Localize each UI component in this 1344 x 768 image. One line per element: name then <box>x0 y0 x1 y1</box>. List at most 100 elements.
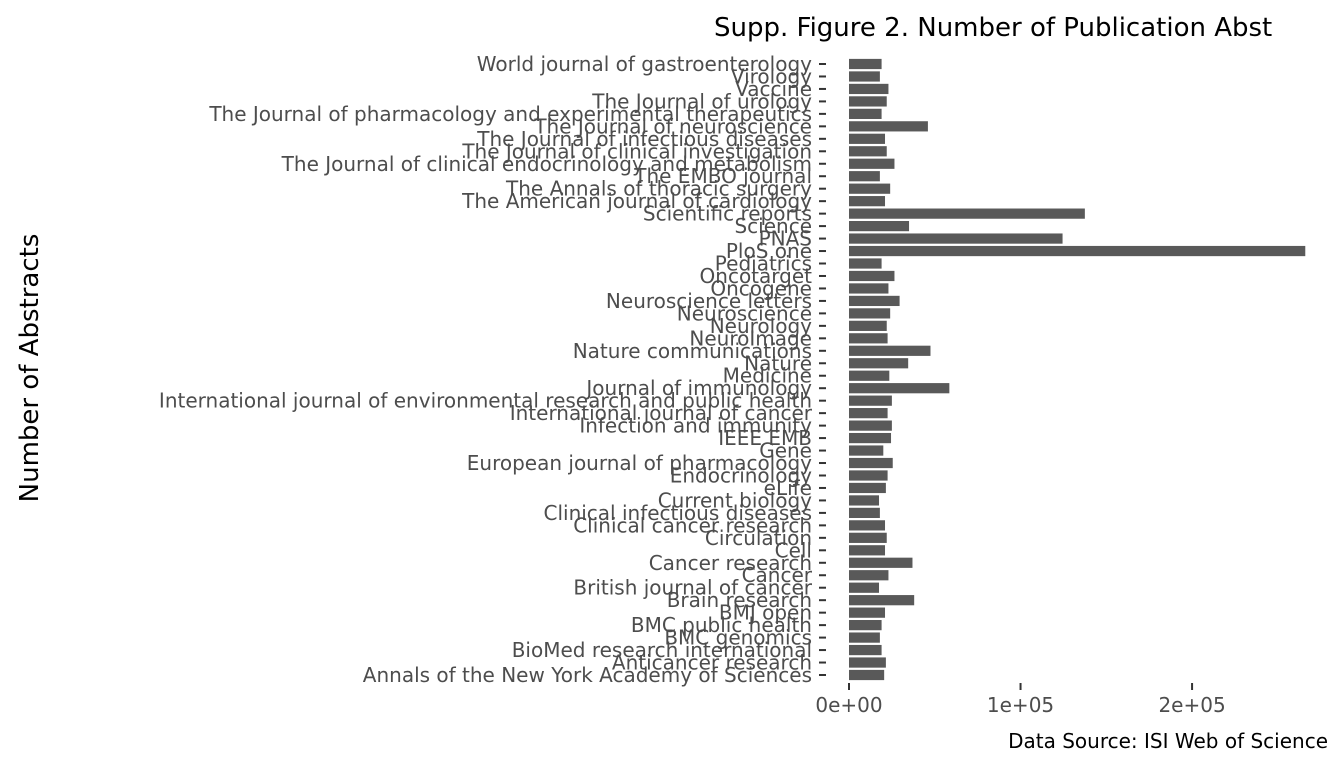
bar <box>849 432 892 444</box>
category-labels: World journal of gastroenterologyVirolog… <box>159 52 813 687</box>
category-label: Scientific reports <box>643 202 812 226</box>
bar <box>849 420 892 431</box>
bar <box>849 196 886 207</box>
bars <box>849 58 1306 681</box>
category-label: BMJ open <box>719 601 812 625</box>
category-label: Endocrinology <box>670 463 812 487</box>
category-label: European journal of pharmacology <box>467 451 812 475</box>
bar <box>849 532 887 543</box>
x-tick-label: 2e+05 <box>1158 693 1225 717</box>
bar <box>849 358 909 369</box>
category-label: The Journal of clinical investigation <box>461 139 812 163</box>
category-label: eLife <box>764 476 812 500</box>
category-label: Neuroscience <box>677 301 812 325</box>
x-tick-label: 0e+00 <box>815 693 882 717</box>
bar <box>849 108 882 119</box>
bar <box>849 71 880 82</box>
bar <box>849 620 882 631</box>
bar <box>849 121 928 132</box>
bar <box>849 495 880 506</box>
category-label: Clinical infectious diseases <box>543 501 812 525</box>
bar <box>849 408 888 419</box>
bar <box>849 395 892 406</box>
category-label: Nature <box>744 351 812 375</box>
bar <box>849 208 1085 219</box>
bar <box>849 171 880 182</box>
category-label: Oncogene <box>710 276 812 300</box>
category-label: Gene <box>759 439 812 463</box>
category-label: Nature communications <box>573 339 812 363</box>
bar <box>849 470 888 481</box>
bar <box>849 233 1063 244</box>
bar <box>849 607 886 618</box>
bar <box>849 595 915 606</box>
bar <box>849 632 880 643</box>
category-label: Medicine <box>723 364 812 388</box>
bar <box>849 482 886 494</box>
category-label: Infection and immunity <box>579 414 812 438</box>
bar <box>849 220 910 232</box>
bar <box>849 270 895 282</box>
category-label: British journal of cancer <box>573 576 812 600</box>
category-label: Journal of immunology <box>584 376 812 400</box>
category-label: Annals of the New York Academy of Scienc… <box>363 663 812 687</box>
category-label: Neuroscience letters <box>606 289 812 313</box>
bar <box>849 320 887 331</box>
bar <box>849 557 913 568</box>
bar <box>849 83 889 95</box>
category-label: The EMBO journal <box>633 164 812 188</box>
x-tick-label: 1e+05 <box>987 693 1054 717</box>
category-label: BMC genomics <box>664 626 812 650</box>
bar <box>849 308 891 319</box>
bar <box>849 146 887 157</box>
category-label: The Journal of clinical endocrinology an… <box>281 152 812 176</box>
category-label: IEEE EMB <box>718 426 812 450</box>
bar <box>849 370 890 381</box>
category-label: NeuroImage <box>689 326 812 350</box>
category-label: Oncotarget <box>700 264 813 288</box>
bar <box>849 457 893 469</box>
bar <box>849 58 882 70</box>
category-label: Neurology <box>710 314 812 338</box>
category-label: Vaccine <box>735 77 812 101</box>
category-label: The Journal of urology <box>591 89 812 113</box>
bar <box>849 507 880 519</box>
category-label: Current biology <box>658 488 812 512</box>
bar <box>849 520 886 531</box>
category-label: Cancer <box>742 563 813 587</box>
bar <box>849 295 900 307</box>
bar <box>849 333 888 344</box>
bar <box>849 245 1306 257</box>
bar <box>849 669 885 681</box>
category-label: PNAS <box>759 227 812 251</box>
bar <box>849 570 889 581</box>
category-label: The Journal of infectious diseases <box>476 127 812 151</box>
category-label: Cancer research <box>649 551 812 575</box>
bar <box>849 582 880 593</box>
category-label: International journal of cancer <box>510 401 813 425</box>
category-label: Clinical cancer research <box>573 513 812 537</box>
bar <box>849 133 886 144</box>
category-label: The Journal of pharmacology and experime… <box>208 102 812 126</box>
chart-caption: Data Source: ISI Web of Science <box>1008 729 1328 753</box>
category-label: International journal of environmental r… <box>159 389 812 413</box>
y-axis-ticks <box>819 63 826 676</box>
category-label: BioMed research international <box>512 638 812 662</box>
category-label: The American journal of cardiology <box>461 189 812 213</box>
x-axis: 0e+00 1e+05 2e+05 <box>815 683 1226 717</box>
bar <box>849 183 891 194</box>
category-label: BMC public health <box>631 613 812 637</box>
bar <box>849 258 882 269</box>
bar <box>849 283 889 294</box>
bar <box>849 445 884 456</box>
bar <box>849 158 895 169</box>
bar <box>849 644 882 656</box>
bar <box>849 345 931 356</box>
category-label: World journal of gastroenterology <box>477 52 812 76</box>
bar <box>849 96 887 107</box>
bar <box>849 545 886 556</box>
category-label: Brain research <box>667 588 812 612</box>
chart-title: Supp. Figure 2. Number of Publication Ab… <box>714 13 1272 43</box>
category-label: Anticancer research <box>612 651 812 675</box>
